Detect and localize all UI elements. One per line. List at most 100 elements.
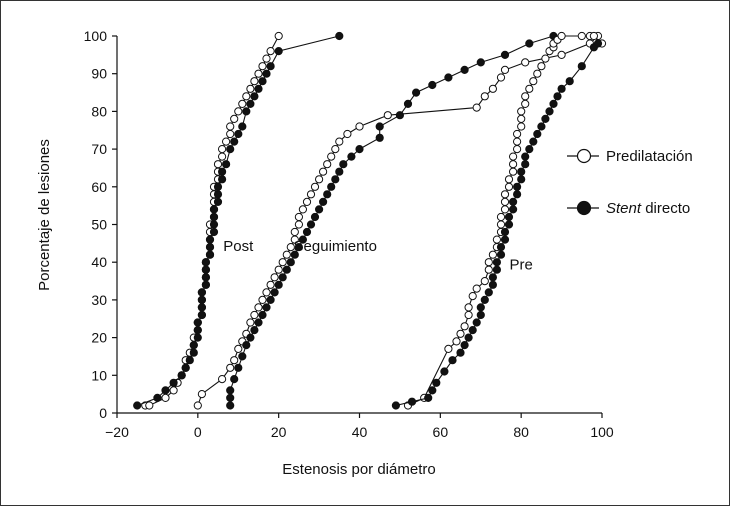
data-point (492, 258, 501, 267)
data-point (234, 129, 243, 139)
data-point (258, 310, 267, 320)
data-point (258, 295, 267, 304)
data-point (557, 31, 566, 41)
data-point (238, 99, 247, 109)
data-point (529, 77, 538, 86)
data-point (218, 145, 227, 154)
data-point (424, 393, 433, 402)
data-point (282, 265, 291, 274)
data-point (428, 386, 437, 395)
data-point (209, 205, 219, 214)
data-point (161, 393, 170, 402)
data-point (286, 243, 295, 252)
data-point (537, 122, 546, 131)
data-point (169, 386, 178, 395)
data-point (508, 205, 518, 214)
data-point (500, 235, 510, 244)
data-point (496, 250, 506, 259)
data-point (521, 99, 530, 109)
legend-label-text: Predilatación (606, 148, 693, 165)
data-point (460, 65, 469, 75)
x-tick-label: 100 (590, 424, 614, 440)
data-point (319, 167, 328, 176)
data-point (258, 62, 267, 71)
data-point (262, 54, 271, 63)
data-point (460, 322, 469, 331)
data-point (230, 114, 239, 124)
data-point (496, 243, 506, 252)
data-point (545, 107, 554, 116)
data-point (193, 401, 202, 410)
data-point (513, 145, 522, 154)
data-point (274, 280, 283, 289)
data-point (339, 160, 348, 169)
data-point (254, 318, 263, 327)
data-point (577, 31, 586, 41)
data-point (500, 65, 510, 75)
data-point (500, 190, 510, 199)
data-point (189, 341, 198, 350)
data-point (456, 348, 465, 357)
y-tick-label: 70 (91, 141, 107, 157)
data-point (177, 371, 186, 380)
y-tick-label: 60 (91, 179, 107, 195)
data-point (335, 31, 344, 41)
data-point (500, 50, 510, 60)
data-point (250, 326, 259, 335)
data-point (480, 92, 489, 101)
legend-item: Predilatación (567, 148, 693, 165)
data-point (266, 47, 275, 56)
data-point (230, 375, 239, 384)
legend-label: Predilatación (606, 148, 693, 165)
data-point (213, 197, 223, 206)
data-point (331, 145, 340, 154)
data-point (193, 333, 202, 342)
data-point (525, 84, 534, 93)
data-point (294, 220, 303, 229)
data-point (266, 295, 275, 304)
data-point (517, 167, 526, 176)
data-point (282, 250, 291, 259)
y-tick-label: 20 (91, 330, 107, 346)
data-point (274, 31, 283, 41)
data-point (201, 258, 210, 267)
data-point (577, 62, 586, 71)
axes: −20 0 20 40 60 80 100 0 10 20 30 40 50 60 70 80 90 100 (84, 28, 614, 440)
data-point (133, 401, 142, 410)
data-point (375, 133, 384, 142)
series-pre-filled (391, 39, 603, 410)
open-circle-icon (576, 148, 592, 164)
x-tick-label: 80 (513, 424, 529, 440)
data-point (161, 386, 170, 395)
data-point (533, 69, 542, 78)
data-point (185, 356, 194, 365)
data-point (500, 227, 510, 237)
data-point (472, 103, 481, 112)
data-point (262, 288, 271, 297)
data-point (209, 220, 219, 229)
data-point (448, 356, 457, 365)
data-point (302, 227, 312, 237)
data-point (246, 99, 255, 109)
data-point (500, 205, 510, 214)
series-line (229, 35, 554, 406)
data-point (412, 88, 421, 97)
data-point (521, 58, 530, 67)
legend-item: Stent directo (567, 200, 690, 217)
data-point (222, 137, 231, 146)
filled-circle-icon (576, 200, 592, 216)
annotation-post: Post (223, 238, 254, 255)
y-axis-label: Porcentaje de lesiones (36, 139, 53, 291)
data-point (266, 280, 275, 289)
data-point (331, 175, 340, 184)
data-point (315, 175, 324, 184)
data-point (278, 273, 287, 282)
data-point (355, 145, 364, 154)
data-point (226, 122, 235, 131)
data-point (480, 277, 489, 286)
y-tick-label: 90 (91, 66, 107, 82)
data-point (254, 303, 263, 312)
data-point (290, 227, 299, 237)
data-point (593, 39, 603, 48)
data-point (335, 137, 344, 146)
